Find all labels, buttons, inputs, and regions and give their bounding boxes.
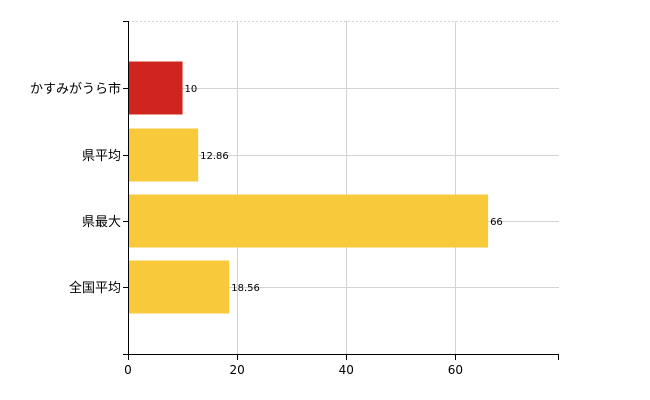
- data-label-2: 66: [490, 217, 503, 228]
- bar-0: [128, 61, 183, 115]
- x-tick-label-0: 0: [124, 363, 132, 377]
- bar-1: [128, 128, 199, 182]
- axes: [123, 21, 559, 360]
- data-label-3: 18.56: [231, 283, 260, 294]
- category-label-0: かすみがうら市: [30, 81, 121, 97]
- data-label-0: 10: [185, 84, 198, 95]
- x-tick-label-40: 40: [339, 363, 354, 377]
- bar-2: [128, 194, 489, 248]
- x-tick-label-20: 20: [229, 363, 244, 377]
- x-tick-label-60: 60: [448, 363, 463, 377]
- data-label-1: 12.86: [200, 151, 229, 162]
- bar-3: [128, 260, 230, 314]
- bars: [128, 61, 489, 314]
- category-label-3: 全国平均: [69, 280, 121, 296]
- category-label-2: 県最大: [82, 215, 121, 230]
- category-label-1: 県平均: [82, 149, 121, 164]
